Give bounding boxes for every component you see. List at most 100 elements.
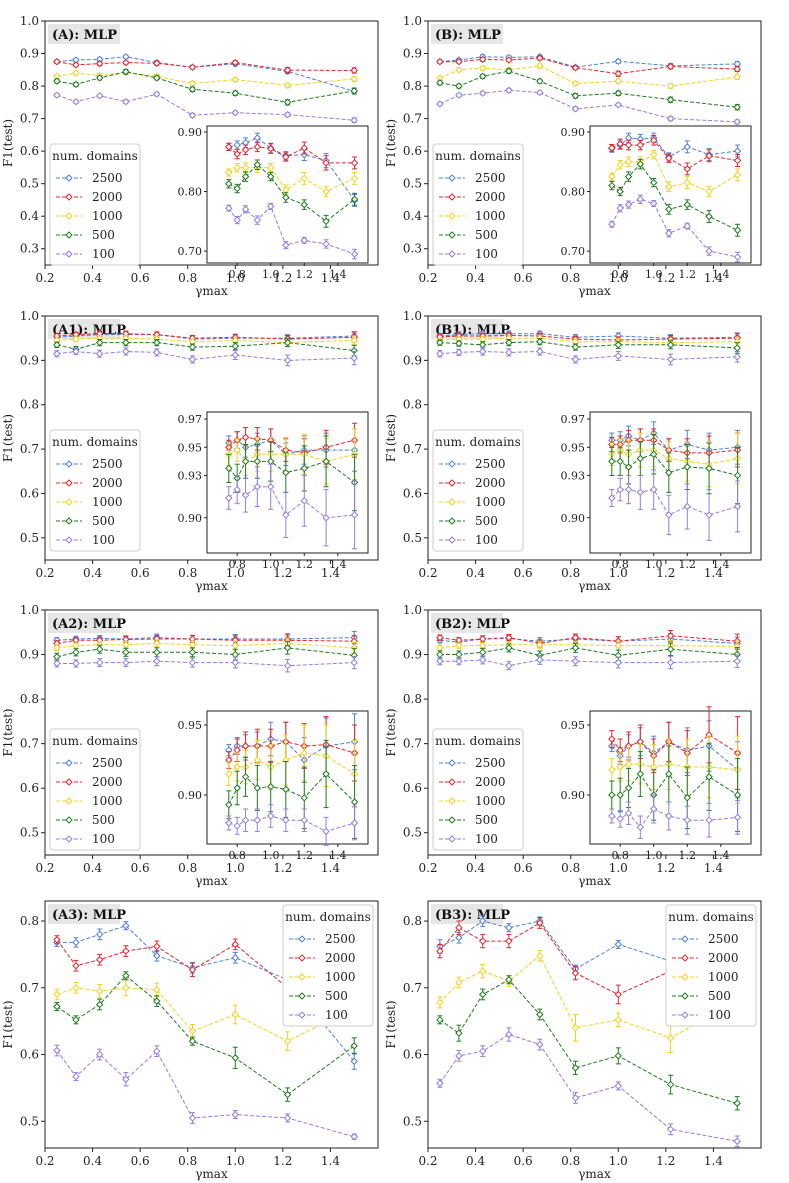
data-point	[241, 433, 250, 442]
data-point	[253, 161, 262, 169]
x-axis-label: γmax	[195, 579, 228, 593]
data-point	[241, 491, 250, 499]
data-point	[636, 488, 645, 497]
series-line	[611, 453, 738, 476]
y-tick-label: 0.8	[403, 914, 422, 928]
inset-y-tick-label: 0.90	[178, 789, 203, 802]
series-line	[56, 975, 355, 1096]
x-tick-label: 0.8	[178, 566, 197, 580]
data-point	[608, 791, 616, 799]
legend-entry-2500: 2500	[708, 932, 739, 946]
data-point	[665, 183, 673, 191]
data-point	[536, 88, 544, 97]
data-point	[283, 356, 292, 365]
series-100	[436, 1027, 741, 1148]
title-badge	[48, 613, 120, 633]
x-tick-label: 1.4	[321, 566, 340, 580]
data-point	[225, 143, 233, 151]
data-point	[733, 1099, 741, 1107]
data-point	[536, 77, 544, 85]
panel-3: 0.50.60.70.80.91.00.2 0.4 0.6 0.8 1.0 1.2 1.4γ…	[384, 309, 762, 593]
data-point	[614, 89, 622, 97]
panel-2: 0.50.60.70.80.91.00.2 0.4 0.6 0.8 1.0 1.2 1.4γ…	[1, 309, 379, 593]
series-line	[56, 1050, 355, 1138]
data-point	[624, 172, 633, 181]
data-point	[505, 338, 513, 347]
y-tick-label: 0.7	[403, 981, 422, 995]
x-tick-label: 1.0	[609, 861, 628, 875]
inset-x-tick-label: 1.4	[712, 849, 730, 862]
data-point	[505, 661, 513, 670]
data-point	[95, 987, 104, 995]
inset-y-tick-label: 0.90	[561, 512, 586, 525]
data-point	[153, 1047, 161, 1055]
inset-y-tick-label: 0.90	[561, 126, 586, 139]
inset-y-tick-label: 0.95	[561, 719, 586, 732]
inset-frame	[589, 411, 752, 554]
data-point	[665, 511, 673, 519]
y-axis-label: F1(test)	[1, 708, 15, 756]
x-tick-label: 1.2	[656, 271, 675, 285]
data-point	[267, 163, 275, 172]
legend-swatch-marker	[298, 1011, 306, 1019]
data-point	[616, 815, 624, 823]
data-point	[350, 250, 359, 258]
y-tick-label: 0.4	[403, 209, 422, 223]
data-point	[571, 92, 580, 100]
inset-panel: 0.90 0.95 0.8 1.0 1.2 1.4	[561, 706, 752, 862]
data-point	[624, 141, 633, 149]
data-point	[614, 1016, 622, 1024]
data-point	[705, 187, 713, 196]
data-point	[614, 940, 622, 949]
inset-x-tick-label: 1.0	[262, 849, 280, 862]
y-tick-label: 1.0	[403, 14, 422, 28]
data-point	[536, 656, 544, 664]
legend-title: num. domains	[52, 734, 138, 748]
panel-1: 0.30.40.50.60.70.80.91.00.2 0.4 0.6 0.8 1.0 1…	[384, 14, 762, 298]
x-tick-label: 0.8	[561, 566, 580, 580]
data-point	[267, 144, 275, 153]
inset-panel: 0.90 0.93 0.95 0.97 0.8 1.0 1.2 1.4	[561, 411, 752, 571]
x-tick-label: 0.8	[178, 861, 197, 875]
data-point	[683, 165, 691, 173]
series-100	[436, 654, 741, 671]
data-point	[350, 658, 358, 667]
data-point	[53, 350, 61, 358]
y-axis-label: F1(test)	[384, 1000, 398, 1048]
data-point	[253, 134, 262, 142]
data-point	[665, 770, 673, 778]
data-point	[282, 153, 290, 161]
series-line	[439, 637, 738, 644]
data-point	[536, 338, 544, 346]
data-point	[322, 217, 330, 226]
legend-swatch-marker	[65, 460, 73, 468]
legend-swatch-marker	[448, 479, 456, 487]
data-point	[72, 61, 80, 69]
plot-frame	[427, 20, 762, 266]
data-point	[233, 150, 241, 158]
legend-entry-500: 500	[475, 514, 498, 528]
inset-x-tick-label: 1.4	[712, 268, 730, 281]
data-point	[614, 641, 622, 650]
data-point	[436, 650, 444, 659]
series-line	[611, 808, 738, 829]
data-point	[122, 97, 130, 106]
legend-swatch-marker	[448, 193, 456, 201]
data-point	[188, 111, 197, 120]
y-tick-label: 0.7	[403, 442, 422, 456]
y-axis-label: F1(test)	[384, 119, 398, 167]
legend-entry-100: 100	[92, 533, 115, 547]
data-point	[72, 335, 80, 343]
panel-title: (A2): MLP	[52, 617, 126, 632]
data-point	[571, 343, 580, 351]
x-tick-label: 0.2	[418, 566, 437, 580]
data-point	[95, 338, 104, 347]
data-point	[233, 822, 241, 830]
data-point	[233, 141, 241, 149]
data-point	[231, 1110, 239, 1119]
data-point	[455, 978, 463, 987]
data-point	[571, 79, 580, 88]
legend-swatch-marker	[448, 778, 456, 786]
legend-entry-500: 500	[92, 514, 115, 528]
inset-y-tick-label: 0.80	[178, 186, 203, 199]
